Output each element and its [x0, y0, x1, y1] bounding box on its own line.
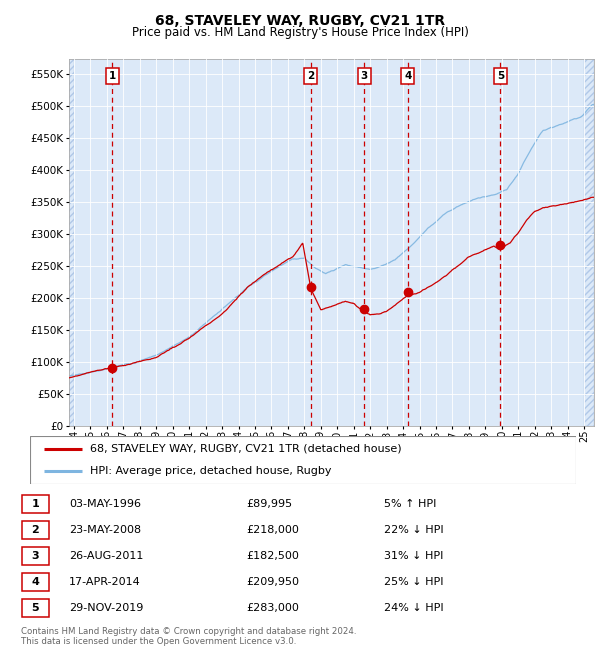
Text: Price paid vs. HM Land Registry's House Price Index (HPI): Price paid vs. HM Land Registry's House …: [131, 26, 469, 39]
Text: 5: 5: [32, 603, 39, 613]
Text: 23-MAY-2008: 23-MAY-2008: [69, 525, 141, 535]
Text: 29-NOV-2019: 29-NOV-2019: [69, 603, 143, 613]
Text: 03-MAY-1996: 03-MAY-1996: [69, 499, 141, 509]
Text: £218,000: £218,000: [246, 525, 299, 535]
FancyBboxPatch shape: [30, 436, 576, 484]
Text: 1: 1: [32, 499, 39, 509]
Text: 17-APR-2014: 17-APR-2014: [69, 577, 141, 587]
Text: 26-AUG-2011: 26-AUG-2011: [69, 551, 143, 561]
Text: 1: 1: [109, 71, 116, 81]
Text: 68, STAVELEY WAY, RUGBY, CV21 1TR: 68, STAVELEY WAY, RUGBY, CV21 1TR: [155, 14, 445, 29]
Text: 4: 4: [404, 71, 412, 81]
Text: Contains HM Land Registry data © Crown copyright and database right 2024.: Contains HM Land Registry data © Crown c…: [21, 627, 356, 636]
Text: 4: 4: [31, 577, 40, 587]
Text: 5: 5: [497, 71, 504, 81]
Text: 68, STAVELEY WAY, RUGBY, CV21 1TR (detached house): 68, STAVELEY WAY, RUGBY, CV21 1TR (detac…: [90, 444, 401, 454]
Text: 5% ↑ HPI: 5% ↑ HPI: [384, 499, 436, 509]
Text: 31% ↓ HPI: 31% ↓ HPI: [384, 551, 443, 561]
Text: £283,000: £283,000: [246, 603, 299, 613]
Text: £209,950: £209,950: [246, 577, 299, 587]
Text: 2: 2: [307, 71, 314, 81]
FancyBboxPatch shape: [22, 573, 49, 591]
Text: This data is licensed under the Open Government Licence v3.0.: This data is licensed under the Open Gov…: [21, 637, 296, 646]
Text: HPI: Average price, detached house, Rugby: HPI: Average price, detached house, Rugb…: [90, 465, 332, 476]
Text: 3: 3: [361, 71, 368, 81]
FancyBboxPatch shape: [22, 495, 49, 513]
FancyBboxPatch shape: [22, 599, 49, 617]
FancyBboxPatch shape: [22, 547, 49, 565]
Text: 24% ↓ HPI: 24% ↓ HPI: [384, 603, 443, 613]
Text: £182,500: £182,500: [246, 551, 299, 561]
Text: £89,995: £89,995: [246, 499, 292, 509]
FancyBboxPatch shape: [22, 521, 49, 539]
Text: 25% ↓ HPI: 25% ↓ HPI: [384, 577, 443, 587]
Text: 3: 3: [32, 551, 39, 561]
Text: 2: 2: [32, 525, 39, 535]
Text: 22% ↓ HPI: 22% ↓ HPI: [384, 525, 443, 535]
